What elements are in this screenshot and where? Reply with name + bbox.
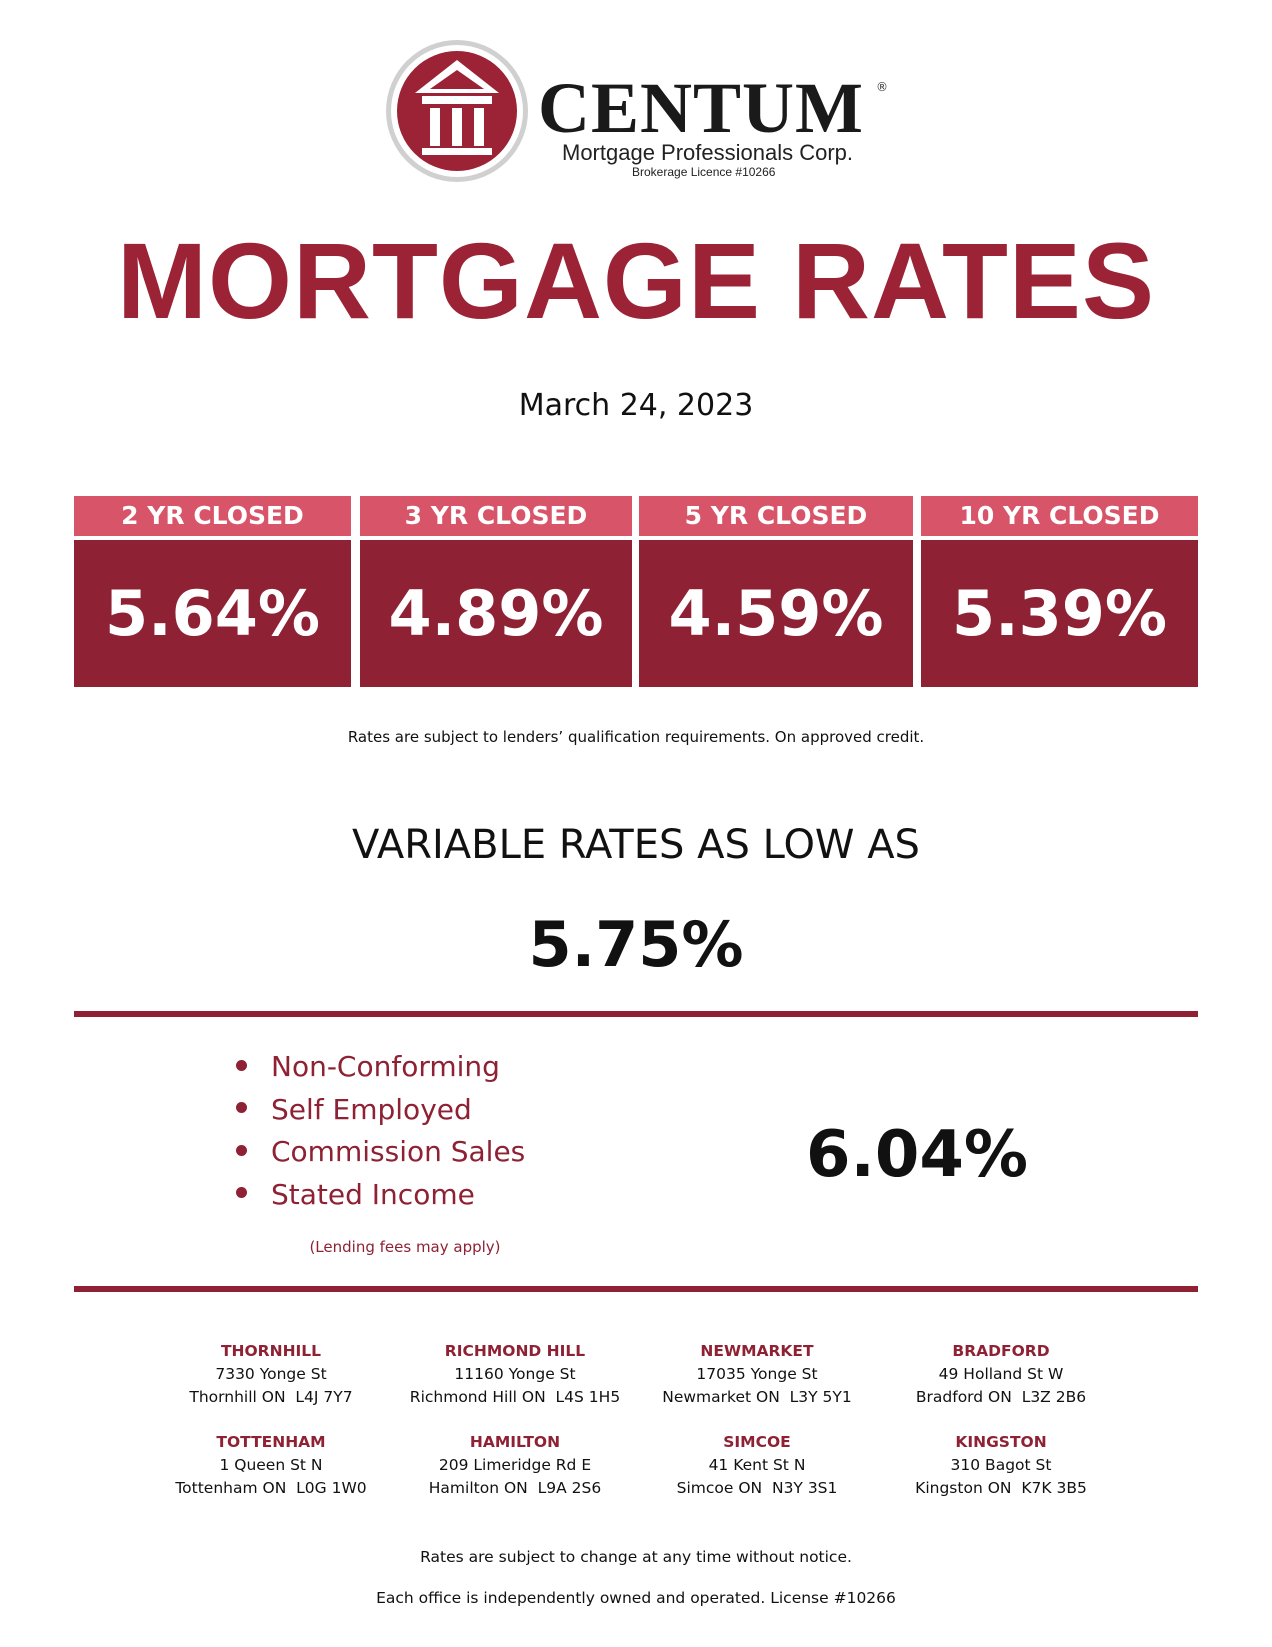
rate-term: 3 YR CLOSED bbox=[360, 496, 632, 536]
logo-emblem bbox=[386, 40, 528, 182]
office-street: 7330 Yonge St bbox=[215, 1365, 327, 1383]
office: SIMCOE 41 Kent St N Simcoe ON N3Y 3S1 bbox=[637, 1431, 877, 1500]
brand-name: CENTUM bbox=[538, 68, 864, 148]
rate-term: 2 YR CLOSED bbox=[74, 496, 351, 536]
office-name: NEWMARKET bbox=[700, 1342, 814, 1360]
office-city: Hamilton ON L9A 2S6 bbox=[428, 1479, 602, 1497]
office-city: Bradford ON L3Z 2B6 bbox=[915, 1388, 1087, 1406]
office: THORNHILL 7330 Yonge St Thornhill ON L4J 7… bbox=[151, 1340, 391, 1409]
office-street: 1 Queen St N bbox=[219, 1456, 323, 1474]
office-city: Richmond Hill ON L4S 1H5 bbox=[409, 1388, 621, 1406]
divider bbox=[74, 1011, 1198, 1017]
office-street: 49 Holland St W bbox=[938, 1365, 1064, 1383]
office-name: TOTTENHAM bbox=[216, 1433, 326, 1451]
rate-term: 10 YR CLOSED bbox=[921, 496, 1198, 536]
office: TOTTENHAM 1 Queen St N Tottenham ON L0G 1W… bbox=[151, 1431, 391, 1500]
office-city: Newmarket ON L3Y 5Y1 bbox=[662, 1388, 852, 1406]
office-name: SIMCOE bbox=[723, 1433, 791, 1451]
office: KINGSTON 310 Bagot St Kingston ON K7K 3B5 bbox=[881, 1431, 1121, 1500]
footer-note: Rates are subject to change at any time … bbox=[420, 1548, 852, 1566]
fees-note: (Lending fees may apply) bbox=[309, 1238, 501, 1256]
rate-value: 5.64% bbox=[74, 540, 351, 687]
office-name: BRADFORD bbox=[952, 1342, 1050, 1360]
date: March 24, 2023 bbox=[518, 388, 754, 423]
licence: Brokerage Licence #10266 bbox=[632, 165, 776, 179]
office-city: Thornhill ON L4J 7Y7 bbox=[189, 1388, 353, 1406]
rate-box: 5 YR CLOSED 4.59% bbox=[639, 496, 913, 687]
office: RICHMOND HILL 11160 Yonge St Richmond Hill… bbox=[395, 1340, 635, 1409]
office-city: Kingston ON K7K 3B5 bbox=[915, 1479, 1087, 1497]
office-name: KINGSTON bbox=[955, 1433, 1047, 1451]
rate-box: 10 YR CLOSED 5.39% bbox=[921, 496, 1198, 687]
rate-value: 5.39% bbox=[921, 540, 1198, 687]
special-item: Self Employed bbox=[236, 1093, 472, 1126]
office-street: 209 Limeridge Rd E bbox=[438, 1456, 592, 1474]
office: HAMILTON 209 Limeridge Rd E Hamilton ON L9… bbox=[395, 1431, 635, 1500]
rate-value: 4.59% bbox=[639, 540, 913, 687]
special-item: Stated Income bbox=[236, 1178, 475, 1211]
registered-mark: ® bbox=[876, 80, 888, 94]
special-item: Commission Sales bbox=[236, 1135, 525, 1168]
office-city: Simcoe ON N3Y 3S1 bbox=[676, 1479, 838, 1497]
office-street: 41 Kent St N bbox=[708, 1456, 806, 1474]
office-name: THORNHILL bbox=[220, 1342, 322, 1360]
office: BRADFORD 49 Holland St W Bradford ON L3Z 2… bbox=[881, 1340, 1121, 1409]
office-name: HAMILTON bbox=[469, 1433, 561, 1451]
office-name: RICHMOND HILL bbox=[444, 1342, 586, 1360]
office-street: 11160 Yonge St bbox=[454, 1365, 576, 1383]
office-city: Tottenham ON L0G 1W0 bbox=[175, 1479, 367, 1497]
page-title: MORTGAGE RATES bbox=[117, 220, 1155, 341]
rate-value: 4.89% bbox=[360, 540, 632, 687]
variable-label: VARIABLE RATES AS LOW AS bbox=[352, 822, 920, 868]
special-item: Non-Conforming bbox=[236, 1050, 500, 1083]
variable-rate: 5.75% bbox=[528, 908, 744, 981]
office-street: 17035 Yonge St bbox=[696, 1365, 818, 1383]
special-rate: 6.04% bbox=[805, 1118, 1029, 1192]
office: NEWMARKET 17035 Yonge St Newmarket ON L3Y … bbox=[637, 1340, 877, 1409]
footer-note: Each office is independently owned and o… bbox=[376, 1589, 896, 1607]
rate-box: 2 YR CLOSED 5.64% bbox=[74, 496, 351, 687]
rates-note: Rates are subject to lenders’ qualificat… bbox=[347, 728, 925, 746]
divider bbox=[74, 1286, 1198, 1292]
rate-term: 5 YR CLOSED bbox=[639, 496, 913, 536]
tagline: Mortgage Professionals Corp. bbox=[562, 140, 854, 165]
rate-box: 3 YR CLOSED 4.89% bbox=[360, 496, 632, 687]
office-street: 310 Bagot St bbox=[950, 1456, 1052, 1474]
